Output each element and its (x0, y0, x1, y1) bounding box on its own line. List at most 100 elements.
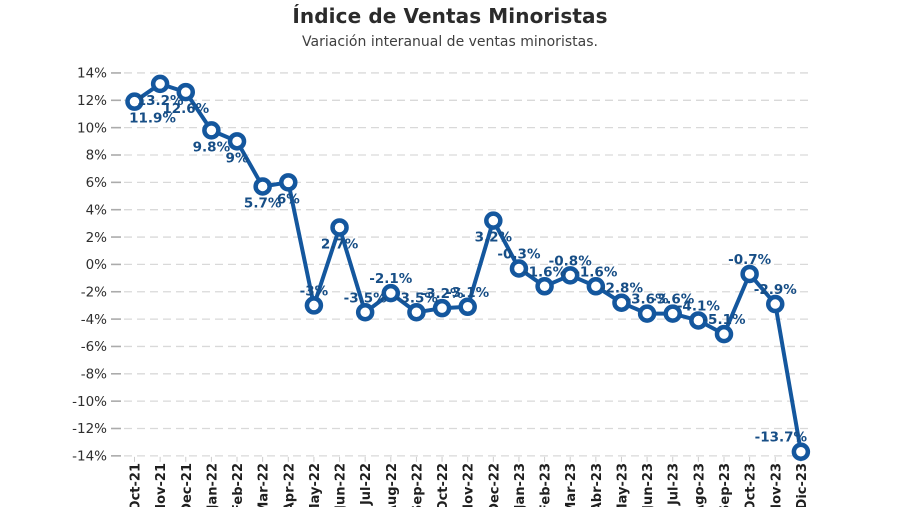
data-point-label: -2.9% (754, 282, 798, 298)
x-tick-label: Mar-22 (257, 463, 272, 507)
data-point-label: -4.1% (677, 298, 721, 314)
y-tick-label: 4% (86, 202, 108, 218)
data-point-marker (458, 297, 477, 317)
data-point-marker (381, 283, 401, 303)
data-point-marker (150, 74, 170, 94)
x-tick-label: Nov-23 (769, 463, 784, 507)
x-tick-label: Jul-23 (667, 463, 682, 506)
data-point-label: -3% (300, 283, 329, 299)
data-point-label: 11.9% (129, 111, 176, 127)
data-point-label: -13.7% (755, 430, 808, 446)
x-tick-label: Oct-23 (744, 463, 759, 507)
x-tick-label: Nov-22 (462, 463, 477, 507)
data-point-label: -3.2% (421, 286, 465, 302)
data-point-label: -5.1% (702, 312, 746, 328)
data-point-label: -3.5% (344, 290, 388, 306)
data-point-label: -0.8% (549, 253, 593, 269)
y-tick-label: -4% (81, 312, 107, 328)
x-tick-label: Dec-21 (180, 463, 195, 507)
data-point-label: -1.6% (523, 264, 567, 280)
x-tick-label: Jan-22 (205, 463, 220, 507)
x-tick-label: May-22 (308, 463, 323, 507)
data-point-label: -3.5% (395, 290, 439, 306)
x-tick-label: Dic-23 (795, 463, 810, 507)
data-point-marker (330, 218, 349, 237)
data-point-marker (202, 121, 221, 140)
data-point-marker (740, 264, 759, 284)
data-point-label: 2.7% (321, 236, 359, 252)
x-tick-label: Jun-23 (641, 463, 656, 507)
data-point-marker (766, 294, 785, 314)
x-tick-label: Sep-22 (410, 463, 425, 507)
data-point-marker (663, 304, 682, 323)
data-point-marker (304, 296, 324, 315)
y-tick-label: -10% (72, 394, 107, 410)
data-point-label: 9% (226, 150, 249, 166)
data-point-label: -2.8% (600, 281, 644, 297)
y-tick-label: 12% (77, 93, 107, 109)
chart-subtitle: Variación interanual de ventas minorista… (302, 34, 598, 50)
x-tick-label: Oct-22 (436, 463, 451, 507)
x-tick-label: Oct-21 (129, 463, 144, 507)
y-tick-label: 14% (77, 66, 107, 82)
data-point-label: 12.6% (162, 101, 209, 117)
data-point-marker (484, 211, 503, 230)
data-point-label: -3.6% (626, 292, 670, 308)
data-point-label: 9.8% (193, 139, 231, 155)
x-tick-label: Sep-23 (718, 463, 733, 507)
data-point-marker (637, 304, 657, 323)
x-tick-label: Abr-23 (590, 463, 605, 507)
y-tick-label: -14% (72, 449, 107, 465)
data-point-marker (125, 92, 144, 111)
x-tick-label: Feb-22 (231, 463, 246, 507)
data-point-label: -0.3% (497, 247, 541, 263)
x-tick-label: May-23 (615, 463, 630, 507)
data-point-marker (407, 303, 426, 322)
x-tick-label: Jun-22 (334, 463, 349, 507)
data-point-marker (560, 266, 580, 285)
x-tick-label: Jul-22 (359, 463, 374, 506)
y-tick-label: 2% (86, 230, 108, 246)
y-tick-label: -12% (72, 421, 107, 437)
data-point-marker (279, 173, 298, 192)
data-point-marker (432, 298, 452, 318)
data-point-marker (535, 277, 554, 296)
data-point-label: -0.7% (728, 252, 772, 268)
y-tick-label: 10% (77, 120, 107, 136)
data-point-label: -3.1% (446, 285, 490, 301)
data-point-marker (714, 324, 734, 344)
data-point-label: 13.2% (137, 93, 184, 109)
data-point-marker (586, 277, 606, 296)
x-tick-label: Jan-23 (513, 463, 528, 507)
x-tick-label: Apr-22 (282, 463, 297, 507)
x-tick-label: Feb-23 (539, 463, 554, 507)
data-point-marker (612, 293, 631, 312)
x-tick-label: Nov-21 (154, 463, 169, 507)
x-tick-label: Dec-22 (487, 463, 502, 507)
data-point-label: -2.1% (369, 271, 413, 287)
y-tick-label: 8% (86, 148, 108, 164)
y-tick-label: -8% (81, 367, 107, 383)
x-tick-label: Mar-23 (564, 463, 579, 507)
data-point-label: -3.6% (651, 292, 695, 308)
data-point-marker (509, 259, 529, 278)
data-point-marker (689, 311, 708, 330)
data-point-marker (227, 132, 247, 151)
data-point-label: 6% (277, 191, 300, 207)
y-tick-label: -2% (81, 284, 107, 300)
x-tick-label: Aug-22 (385, 463, 400, 507)
data-point-marker (253, 177, 272, 196)
data-point-marker (355, 303, 375, 322)
data-point-marker (791, 442, 811, 461)
data-point-label: 5.7% (244, 195, 282, 211)
data-point-label: 3.2% (475, 230, 513, 246)
x-tick-label: Ago-23 (692, 463, 707, 507)
y-tick-label: 6% (86, 175, 108, 191)
data-point-label: -1.6% (574, 264, 618, 280)
y-tick-label: 0% (86, 257, 108, 273)
data-point-marker (176, 82, 196, 102)
chart-title: Índice de Ventas Minoristas (292, 4, 608, 28)
y-tick-label: -6% (81, 339, 107, 355)
